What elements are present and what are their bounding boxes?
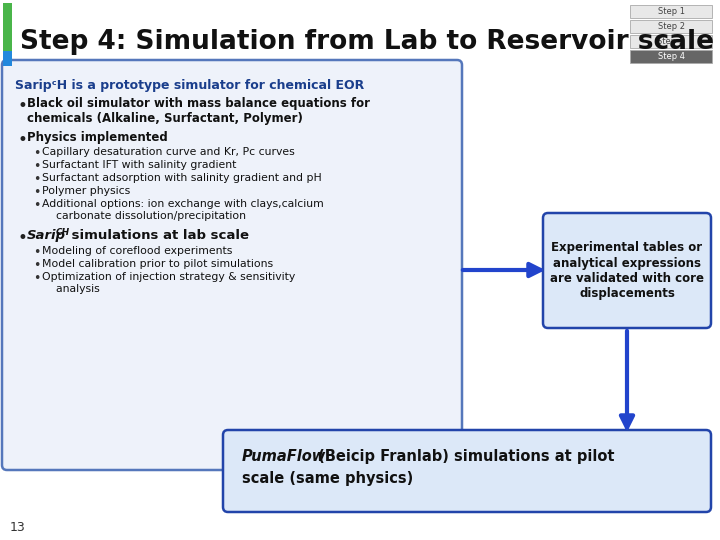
- Text: Experimental tables or
analytical expressions
are validated with core
displaceme: Experimental tables or analytical expres…: [550, 241, 704, 300]
- Text: •: •: [33, 272, 40, 285]
- Text: •: •: [17, 229, 27, 247]
- Text: 13: 13: [10, 521, 26, 534]
- Text: Optimization of injection strategy & sensitivity
    analysis: Optimization of injection strategy & sen…: [42, 272, 295, 294]
- Text: Step 4: Step 4: [657, 52, 685, 61]
- Text: •: •: [33, 246, 40, 259]
- Text: •: •: [33, 259, 40, 272]
- Text: SaripᶜH is a prototype simulator for chemical EOR: SaripᶜH is a prototype simulator for che…: [15, 79, 364, 92]
- Text: Step 1: Step 1: [657, 7, 685, 16]
- Text: Black oil simulator with mass balance equations for
chemicals (Alkaline, Surfact: Black oil simulator with mass balance eq…: [27, 97, 370, 125]
- Text: Capillary desaturation curve and Kr, Pc curves: Capillary desaturation curve and Kr, Pc …: [42, 147, 294, 157]
- Text: Modeling of coreflood experiments: Modeling of coreflood experiments: [42, 246, 233, 256]
- Text: •: •: [33, 199, 40, 212]
- FancyBboxPatch shape: [630, 50, 712, 63]
- Text: •: •: [33, 186, 40, 199]
- Text: Sarip: Sarip: [27, 229, 66, 242]
- Text: •: •: [33, 173, 40, 186]
- Text: Step 3: Step 3: [657, 37, 685, 46]
- Text: simulations at lab scale: simulations at lab scale: [67, 229, 249, 242]
- Text: CH: CH: [56, 228, 70, 237]
- Text: Surfactant IFT with salinity gradient: Surfactant IFT with salinity gradient: [42, 160, 236, 170]
- Text: PumaFlow: PumaFlow: [242, 449, 326, 464]
- Text: Surfactant adsorption with salinity gradient and pH: Surfactant adsorption with salinity grad…: [42, 173, 322, 183]
- Text: Physics implemented: Physics implemented: [27, 131, 168, 144]
- FancyBboxPatch shape: [223, 430, 711, 512]
- Text: Model calibration prior to pilot simulations: Model calibration prior to pilot simulat…: [42, 259, 273, 269]
- Text: Polymer physics: Polymer physics: [42, 186, 130, 196]
- Text: •: •: [17, 97, 27, 115]
- Text: •: •: [17, 131, 27, 149]
- FancyBboxPatch shape: [3, 51, 12, 66]
- FancyBboxPatch shape: [630, 5, 712, 18]
- FancyBboxPatch shape: [3, 3, 12, 51]
- Text: •: •: [33, 160, 40, 173]
- Text: Step 2: Step 2: [657, 22, 685, 31]
- Text: Additional options: ion exchange with clays,calcium
    carbonate dissolution/pr: Additional options: ion exchange with cl…: [42, 199, 324, 221]
- Text: scale (same physics): scale (same physics): [242, 471, 413, 486]
- Text: Step 4: Simulation from Lab to Reservoir scale: Step 4: Simulation from Lab to Reservoir…: [20, 29, 714, 55]
- Text: •: •: [33, 147, 40, 160]
- Text: (Beicip Franlab) simulations at pilot: (Beicip Franlab) simulations at pilot: [313, 449, 614, 464]
- FancyBboxPatch shape: [2, 60, 462, 470]
- FancyBboxPatch shape: [543, 213, 711, 328]
- FancyBboxPatch shape: [630, 35, 712, 48]
- FancyBboxPatch shape: [630, 20, 712, 33]
